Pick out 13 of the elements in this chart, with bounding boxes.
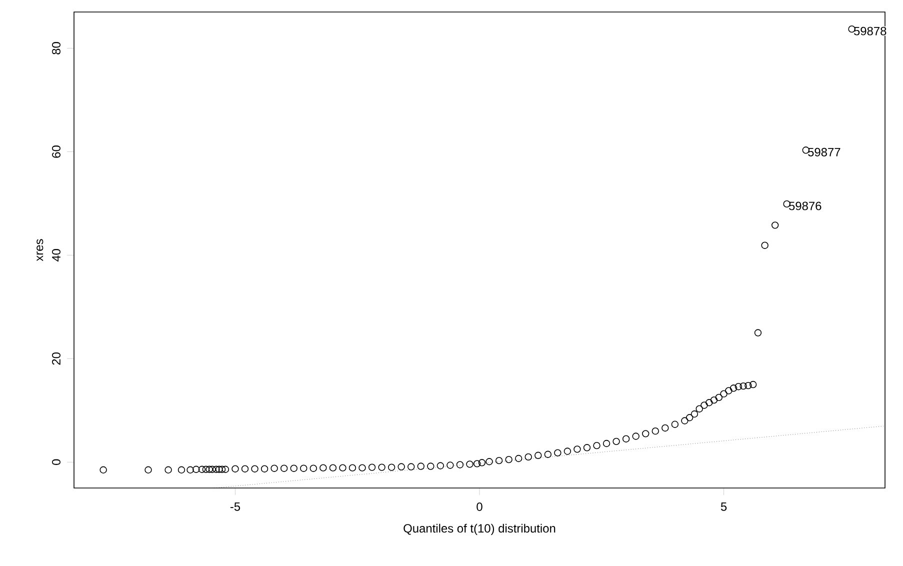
annotation: 59877 bbox=[808, 148, 840, 156]
x-tick-label: 5 bbox=[720, 502, 727, 511]
x-axis-title: Quantiles of t(10) distribution bbox=[404, 524, 556, 535]
y-axis-title: xres bbox=[36, 239, 44, 262]
annotation: 59876 bbox=[788, 202, 822, 210]
y-tick-label: 40 bbox=[52, 248, 60, 262]
x-tick-label: 0 bbox=[476, 502, 482, 511]
y-tick-label: 20 bbox=[52, 352, 60, 365]
y-tick-label: 80 bbox=[52, 42, 60, 54]
y-tick-label: 0 bbox=[52, 459, 60, 465]
annotation: 59878 bbox=[854, 26, 886, 36]
y-tick-label: 60 bbox=[52, 146, 60, 158]
x-tick-label: -5 bbox=[230, 502, 240, 511]
